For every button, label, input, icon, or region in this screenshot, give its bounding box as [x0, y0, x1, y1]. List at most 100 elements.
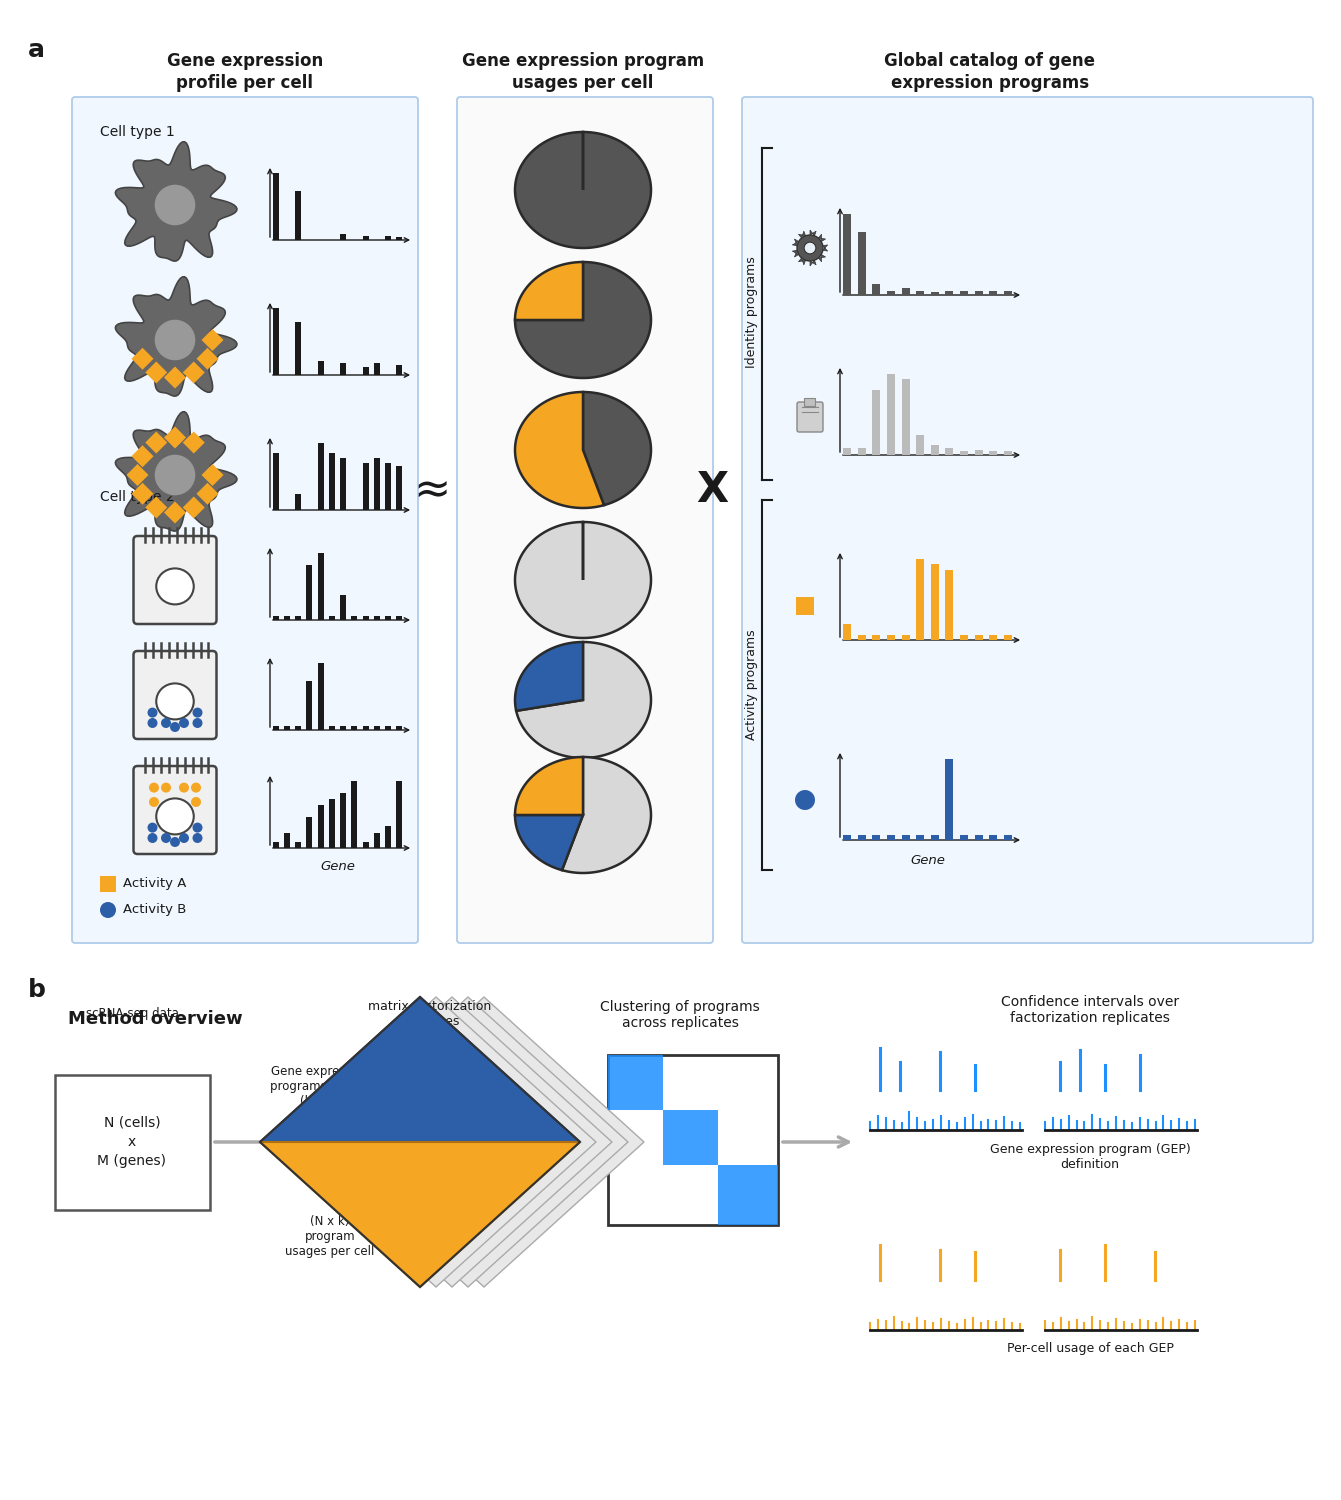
Polygon shape: [292, 998, 611, 1287]
Polygon shape: [201, 328, 224, 351]
Polygon shape: [197, 348, 219, 370]
Bar: [1003, 452, 1011, 454]
Bar: [329, 726, 335, 730]
Bar: [397, 466, 402, 510]
Bar: [873, 284, 881, 296]
Polygon shape: [260, 998, 581, 1142]
Circle shape: [101, 902, 117, 918]
Polygon shape: [182, 432, 205, 453]
Polygon shape: [818, 234, 826, 242]
Circle shape: [170, 722, 180, 732]
Polygon shape: [515, 392, 603, 508]
Polygon shape: [793, 238, 799, 246]
Text: Gene expression program (GEP)
definition: Gene expression program (GEP) definition: [990, 1143, 1191, 1172]
Circle shape: [149, 783, 160, 792]
Polygon shape: [145, 362, 168, 384]
Circle shape: [154, 184, 196, 226]
Bar: [362, 726, 369, 730]
FancyBboxPatch shape: [742, 98, 1313, 944]
Bar: [55, 1076, 211, 1210]
Bar: [901, 380, 909, 454]
Text: Identity programs: Identity programs: [746, 256, 759, 368]
Polygon shape: [131, 348, 153, 370]
Text: N (cells)
x
M (genes): N (cells) x M (genes): [98, 1116, 166, 1168]
Bar: [858, 448, 866, 454]
Text: Gene expression program
usages per cell: Gene expression program usages per cell: [461, 53, 704, 92]
Bar: [931, 444, 939, 454]
Bar: [397, 237, 402, 240]
Bar: [945, 570, 953, 640]
Bar: [341, 594, 346, 619]
Bar: [362, 616, 369, 620]
Polygon shape: [145, 496, 168, 519]
Bar: [858, 634, 866, 640]
Polygon shape: [131, 483, 153, 504]
Bar: [916, 560, 924, 640]
Circle shape: [148, 822, 157, 833]
Bar: [975, 634, 983, 640]
Polygon shape: [818, 255, 826, 262]
Bar: [374, 616, 380, 620]
Bar: [397, 780, 402, 847]
Circle shape: [178, 783, 189, 792]
Polygon shape: [798, 258, 806, 266]
Text: Method overview: Method overview: [68, 1010, 243, 1028]
Bar: [284, 834, 290, 848]
Polygon shape: [515, 262, 583, 320]
Bar: [362, 368, 369, 375]
Circle shape: [154, 320, 196, 362]
Polygon shape: [516, 642, 650, 758]
Bar: [341, 726, 346, 730]
Bar: [329, 616, 335, 620]
Bar: [873, 390, 881, 454]
Bar: [341, 234, 346, 240]
Text: Gene expression
profile per cell: Gene expression profile per cell: [166, 53, 323, 92]
Bar: [272, 616, 279, 620]
Bar: [960, 291, 968, 296]
Polygon shape: [276, 998, 595, 1287]
Bar: [607, 1054, 662, 1110]
Bar: [341, 794, 346, 847]
Bar: [284, 726, 290, 730]
Text: Confidence intervals over
factorization replicates: Confidence intervals over factorization …: [1000, 994, 1179, 1024]
Bar: [374, 363, 380, 375]
Polygon shape: [182, 362, 205, 384]
Bar: [717, 1166, 778, 1226]
FancyBboxPatch shape: [797, 402, 823, 432]
Text: Clustering of programs
across replicates: Clustering of programs across replicates: [601, 1000, 760, 1030]
Bar: [1003, 291, 1011, 296]
Bar: [990, 291, 998, 296]
Bar: [916, 836, 924, 840]
Text: X: X: [696, 470, 728, 512]
Circle shape: [178, 718, 189, 728]
Circle shape: [170, 837, 180, 848]
Polygon shape: [197, 483, 219, 504]
Polygon shape: [793, 251, 799, 257]
Circle shape: [190, 783, 201, 792]
Polygon shape: [131, 446, 153, 468]
Circle shape: [149, 796, 160, 807]
Bar: [886, 634, 894, 640]
Circle shape: [148, 718, 157, 728]
Bar: [960, 836, 968, 840]
Text: Cell type 2: Cell type 2: [101, 490, 174, 504]
Polygon shape: [515, 522, 650, 638]
Bar: [975, 291, 983, 296]
Bar: [272, 726, 279, 730]
Bar: [272, 172, 279, 240]
Polygon shape: [115, 278, 237, 396]
Bar: [945, 291, 953, 296]
Bar: [272, 453, 279, 510]
Text: matrix factorization
replicates: matrix factorization replicates: [369, 1000, 492, 1028]
FancyBboxPatch shape: [72, 98, 418, 944]
Bar: [295, 616, 302, 620]
Text: b: b: [28, 978, 46, 1002]
Polygon shape: [308, 998, 628, 1287]
Circle shape: [193, 708, 202, 717]
Ellipse shape: [157, 568, 193, 604]
Bar: [306, 681, 312, 730]
Bar: [351, 726, 358, 730]
Bar: [931, 564, 939, 640]
Circle shape: [161, 718, 172, 728]
Bar: [101, 876, 117, 892]
